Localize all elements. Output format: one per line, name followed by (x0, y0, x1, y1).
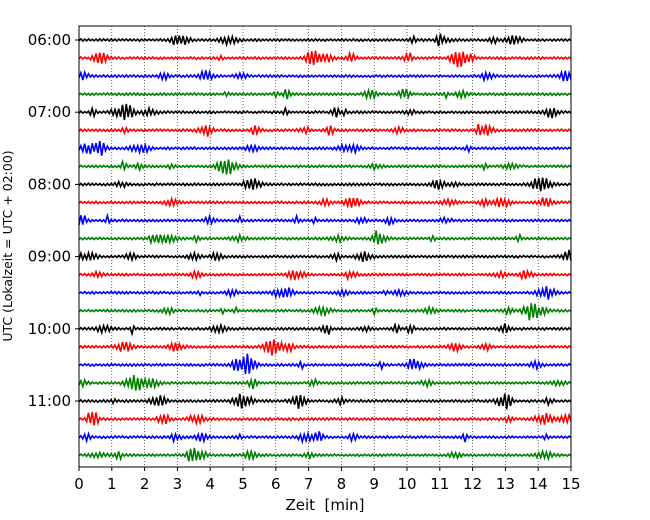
x-tick-label: 12 (463, 475, 482, 493)
seismogram-trace (78, 212, 572, 227)
seismogram-trace (78, 68, 572, 84)
seismogram-trace (78, 339, 572, 356)
x-tick-label: 2 (140, 475, 150, 493)
y-tick-label: 10:00 (28, 320, 71, 338)
seismogram-trace (78, 411, 572, 427)
x-tick-label: 1 (107, 475, 117, 493)
trace-layer (78, 33, 572, 462)
seismogram-trace (78, 230, 572, 246)
y-axis-ticks: 06:00 07:00 08:00 09:00 10:00 11:00 (28, 31, 79, 410)
x-tick-label: 9 (369, 475, 379, 493)
x-tick-label: 5 (238, 475, 248, 493)
x-tick-label: 4 (205, 475, 215, 493)
x-tick-label: 0 (74, 475, 84, 493)
x-tick-label: 7 (304, 475, 314, 493)
seismogram-trace (78, 103, 572, 121)
x-tick-label: 11 (430, 475, 449, 493)
seismogram-trace (78, 87, 572, 101)
x-tick-label: 6 (271, 475, 281, 493)
y-tick-label: 09:00 (28, 248, 71, 266)
seismogram-trace (78, 374, 572, 391)
seismogram-trace (78, 33, 572, 48)
x-tick-label: 8 (337, 475, 347, 493)
seismogram-trace (78, 393, 572, 410)
seismogram-trace (78, 353, 572, 375)
seismogram-trace (78, 177, 572, 192)
seismogram-trace (78, 195, 572, 210)
plot-frame (78, 25, 572, 468)
y-tick-label: 07:00 (28, 103, 71, 121)
y-tick-label: 06:00 (28, 31, 71, 49)
seismogram-trace (78, 249, 572, 264)
seismogram-trace (78, 285, 572, 300)
y-tick-label: 08:00 (28, 175, 71, 193)
x-tick-label: 14 (529, 475, 548, 493)
x-axis-ticks: 0 1 2 3 4 5 6 7 8 9 10 11 12 13 14 15 (74, 467, 581, 493)
x-tick-label: 15 (561, 475, 580, 493)
seismogram-trace (78, 303, 572, 321)
seismogram-trace (78, 158, 572, 175)
seismogram-trace (78, 140, 572, 156)
y-axis-label: UTC (Lokalzeit = UTC + 02:00) (0, 150, 15, 341)
x-tick-label: 10 (397, 475, 416, 493)
x-axis-label: Zeit [min] (285, 496, 364, 514)
seismogram-trace (78, 50, 572, 68)
x-tick-label: 13 (496, 475, 515, 493)
seismogram-trace (78, 268, 572, 282)
y-tick-label: 11:00 (28, 392, 71, 410)
x-tick-label: 3 (173, 475, 183, 493)
seismogram-trace (78, 123, 572, 137)
seismogram-trace (78, 447, 572, 462)
seismogram-trace (78, 321, 572, 337)
seismogram-trace (78, 430, 572, 445)
